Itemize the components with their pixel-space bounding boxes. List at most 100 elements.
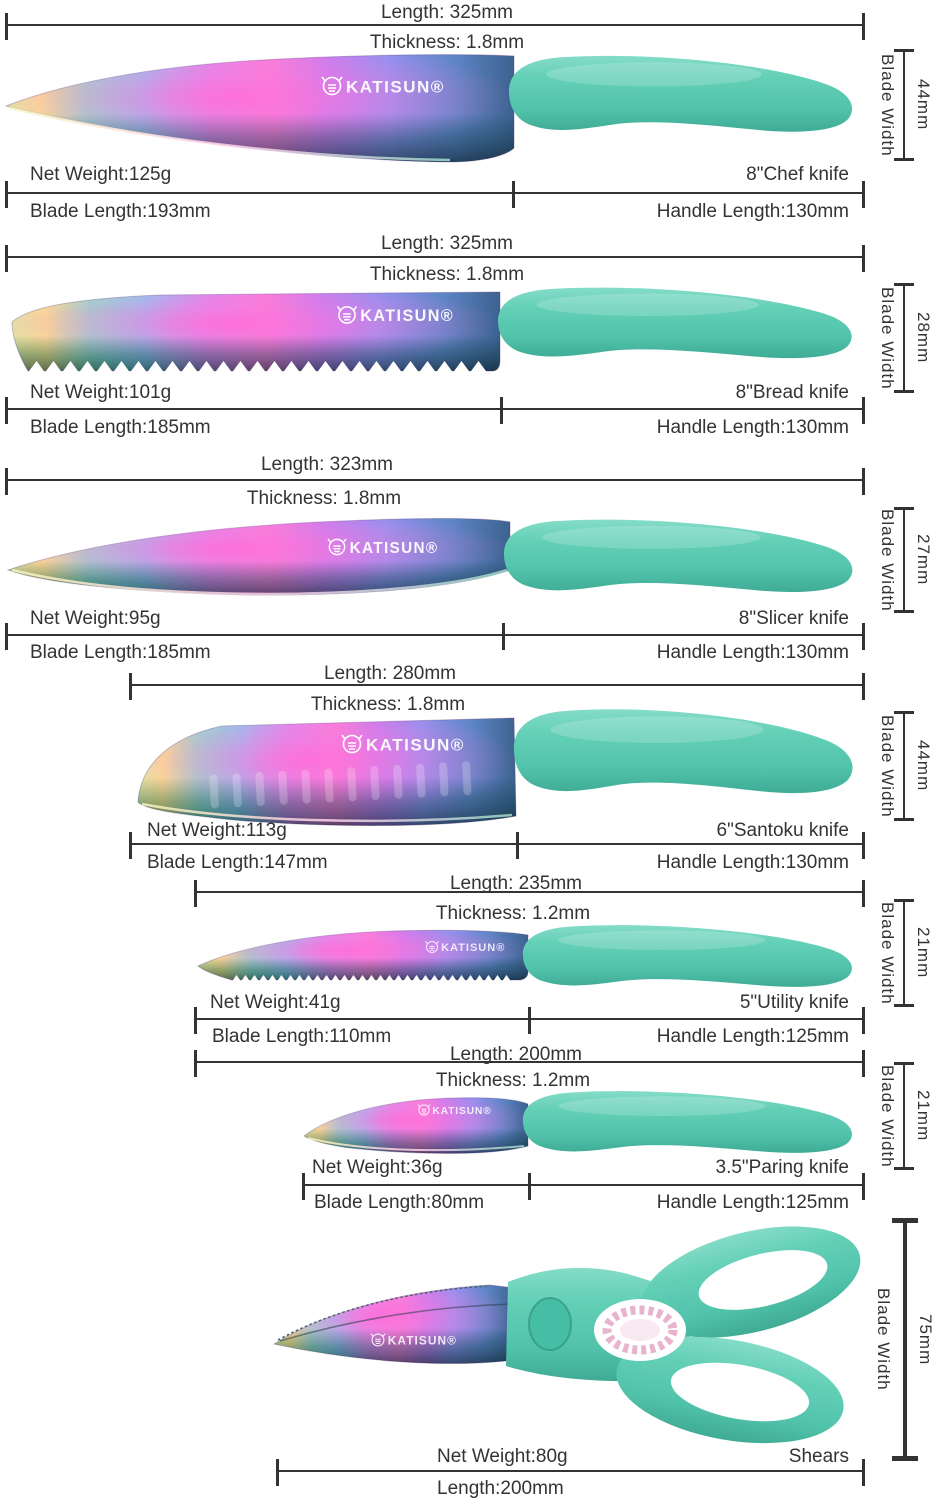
blade-length-label: Blade Length:80mm	[314, 1192, 485, 1213]
katisun-logo-text: KATISUN®	[360, 307, 454, 325]
blade-width-label: Blade Width	[874, 1288, 893, 1391]
katisun-tiger-icon	[321, 76, 343, 96]
pivot-button	[528, 1297, 572, 1351]
blade-width-value: 44mm	[914, 79, 933, 131]
blade-width-value: 21mm	[914, 927, 933, 979]
katisun-tiger-icon	[341, 734, 363, 754]
katisun-logo-text: KATISUN®	[441, 942, 505, 954]
katisun-tiger-icon	[336, 305, 358, 324]
katisun-logo-text: KATISUN®	[432, 1106, 491, 1117]
blade-width-label: Blade Width	[878, 53, 897, 157]
knife-blade	[11, 291, 501, 373]
length-dimension-line	[5, 13, 865, 40]
katisun-logo: KATISUN®	[417, 1104, 491, 1117]
knife-blade	[6, 517, 511, 596]
net-weight-label: Net Weight:95g	[30, 608, 161, 629]
katisun-logo: KATISUN®	[425, 940, 505, 954]
blade-width-dimension-line	[894, 283, 914, 393]
katisun-tiger-icon	[370, 1333, 386, 1347]
knife-handle	[513, 709, 853, 794]
blade-width-value: 75mm	[916, 1313, 935, 1366]
length-dimension-label: Length: 323mm	[260, 454, 394, 475]
utility-knife-image: KATISUN®	[197, 925, 852, 987]
katisun-logo-text: KATISUN®	[350, 540, 439, 557]
length-dimension-line	[5, 468, 865, 495]
net-weight-label: Net Weight:36g	[312, 1157, 443, 1178]
knife-blade	[303, 1097, 529, 1154]
blade-width-label: Blade Width	[878, 508, 897, 612]
blade-handle-dimension-line	[194, 1007, 865, 1034]
serrated-edge	[232, 975, 511, 982]
nut-cracker-jaws	[594, 1299, 686, 1361]
length-dimension-line	[5, 245, 865, 272]
product-name-label: 6"Santoku knife	[716, 820, 849, 841]
blade-width-value: 44mm	[914, 740, 933, 792]
handle-length-label: Handle Length:130mm	[656, 642, 849, 663]
net-weight-label: Net Weight:41g	[210, 992, 341, 1013]
thickness-label: Thickness: 1.2mm	[435, 903, 591, 924]
knife-handle	[522, 925, 852, 987]
length-dimension-label: Length: 200mm	[449, 1044, 583, 1065]
blade-width-label: Blade Width	[878, 901, 897, 1005]
blade-width-dimension-line	[894, 899, 914, 1007]
thickness-label: Thickness: 1.8mm	[246, 488, 402, 509]
product-name-label: 8"Chef knife	[746, 164, 849, 185]
knife-handle	[522, 1091, 852, 1153]
thickness-label: Thickness: 1.8mm	[369, 32, 525, 53]
length-dimension-label: Length: 325mm	[380, 233, 514, 254]
knife-handle	[498, 287, 852, 359]
blade-handle-dimension-line	[129, 832, 865, 859]
katisun-logo-text: KATISUN®	[388, 1334, 457, 1348]
blade-handle-dimension-line	[5, 181, 865, 208]
blade-length-label: Blade Length:193mm	[30, 201, 211, 222]
product-name-label: Shears	[788, 1446, 849, 1467]
blade-width-dimension-line	[892, 1218, 918, 1461]
length-dimension-line	[194, 1050, 865, 1077]
katisun-logo: KATISUN®	[336, 305, 454, 325]
product-name-label: 3.5"Paring knife	[715, 1157, 850, 1178]
blade-handle-dimension-line	[5, 397, 865, 424]
knife-blade	[4, 54, 515, 163]
handle-length-label: Handle Length:130mm	[656, 201, 849, 222]
slicer-knife-image: KATISUN®	[6, 517, 853, 596]
blade-length-label: Blade Length:147mm	[147, 852, 328, 873]
blade-length-label: Blade Length:185mm	[30, 642, 211, 663]
handle-length-label: Handle Length:130mm	[656, 417, 849, 438]
thickness-label: Thickness: 1.2mm	[435, 1070, 591, 1091]
knife-handle	[508, 55, 853, 132]
product-name-label: 8"Bread knife	[735, 382, 849, 403]
blade-width-label: Blade Width	[878, 714, 897, 818]
blade-handle-dimension-line	[302, 1173, 865, 1200]
product-name-label: 5"Utility knife	[739, 992, 849, 1013]
katisun-logo-text: KATISUN®	[346, 78, 445, 97]
knife-blade	[137, 717, 517, 827]
net-weight-label: Net Weight:125g	[30, 164, 172, 185]
knife-handle	[503, 519, 853, 593]
blade-width-label: Blade Width	[878, 286, 897, 390]
katisun-logo-text: KATISUN®	[366, 736, 465, 755]
blade-length-label: Blade Length:185mm	[30, 417, 211, 438]
serrated-edge	[28, 361, 487, 373]
blade-width-dimension-line	[894, 711, 914, 821]
handle-length-label: Handle Length:130mm	[656, 852, 849, 873]
chef-knife-image: KATISUN®	[4, 54, 853, 163]
bread-knife-image: KATISUN®	[11, 287, 852, 373]
handle-length-label: Handle Length:125mm	[656, 1192, 849, 1213]
length-dimension-line	[129, 673, 865, 700]
shears-blade	[272, 1284, 515, 1364]
length-dimension-label: Length: 280mm	[323, 663, 457, 684]
knife-blade	[197, 929, 529, 982]
blade-length-label: Blade Length:110mm	[212, 1026, 392, 1047]
katisun-logo: KATISUN®	[341, 734, 465, 755]
top-handle-hole	[698, 1250, 828, 1310]
shears-handle	[506, 1226, 861, 1444]
paring-knife-image: KATISUN®	[303, 1091, 852, 1154]
katisun-tiger-icon	[417, 1104, 431, 1116]
katisun-tiger-icon	[425, 940, 439, 954]
net-weight-label: Net Weight:113g	[147, 820, 287, 841]
blade-width-dimension-line	[894, 507, 914, 613]
santoku-knife-image: KATISUN®	[137, 709, 853, 827]
blade-width-label: Blade Width	[878, 1064, 897, 1168]
length-dimension-label: Length: 235mm	[449, 873, 583, 894]
katisun-logo: KATISUN®	[370, 1333, 457, 1348]
